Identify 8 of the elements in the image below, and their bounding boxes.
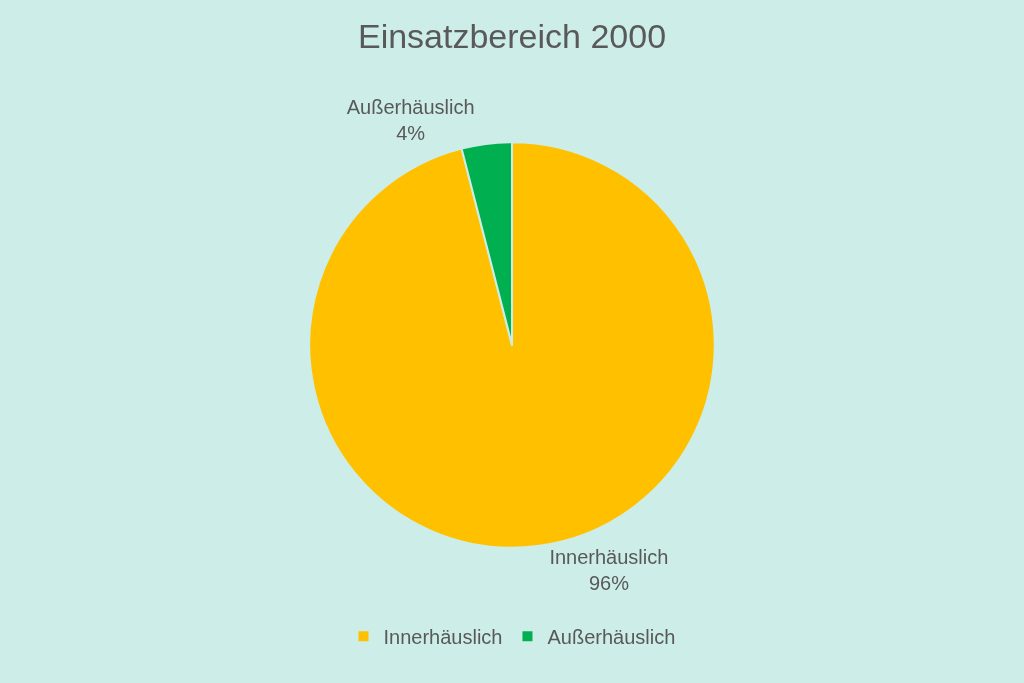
pie-slice [308,141,716,549]
slice-label: Innerhäuslich [549,545,669,568]
data-label: 4% [396,122,426,145]
chart-title: Einsatzbereich 2000 [357,16,667,55]
legend-label: Innerhäuslich [383,625,503,648]
data-label: 96% [588,571,630,594]
slice-label: Außerhäuslich [346,96,475,119]
legend-label: Außerhäuslich [547,625,676,648]
